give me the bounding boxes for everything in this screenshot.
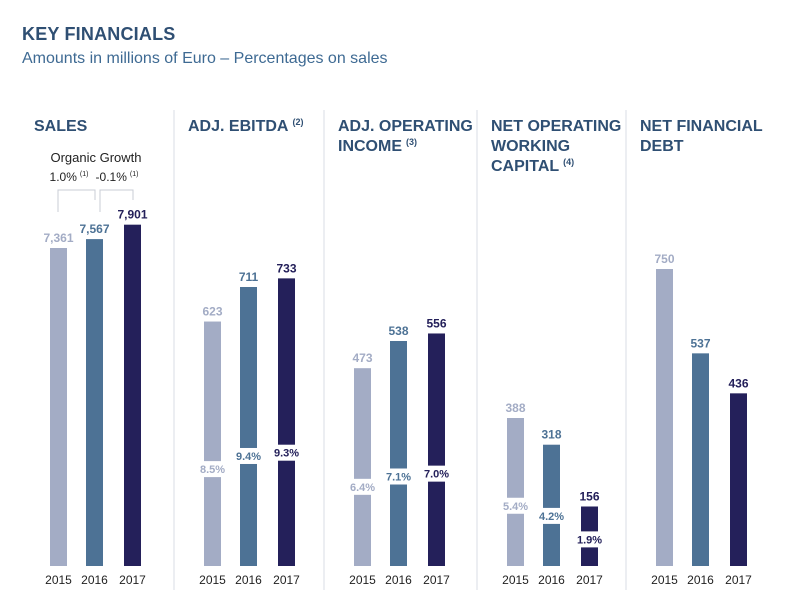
year-label: 2016 xyxy=(235,573,262,587)
value-label: 388 xyxy=(505,401,525,415)
value-label: 537 xyxy=(690,336,710,350)
value-label: 156 xyxy=(579,489,599,503)
title-footnote: (2) xyxy=(292,117,303,127)
chart-title: ADJ. OPERATING xyxy=(338,118,473,135)
bar-2016 xyxy=(240,287,257,566)
chart-title: SALES xyxy=(34,118,88,135)
year-label: 2017 xyxy=(423,573,450,587)
value-label: 7,901 xyxy=(117,208,147,222)
pct-label-gap xyxy=(239,447,258,464)
value-label: 318 xyxy=(541,428,561,442)
year-label: 2015 xyxy=(651,573,678,587)
chart-title: NET OPERATING xyxy=(491,118,621,135)
year-label: 2017 xyxy=(273,573,300,587)
value-label: 623 xyxy=(202,305,222,319)
value-label: 711 xyxy=(239,270,259,284)
bar-2015 xyxy=(507,418,524,566)
page-subtitle: Amounts in millions of Euro – Percentage… xyxy=(22,50,388,67)
chart-title: INCOME (3) xyxy=(338,137,417,155)
year-label: 2015 xyxy=(45,573,72,587)
pct-label: 9.4% xyxy=(236,451,261,463)
organic-growth-label: Organic Growth xyxy=(50,150,141,165)
pct-label-gap xyxy=(389,468,408,485)
bar-2017 xyxy=(428,333,445,566)
year-label: 2016 xyxy=(385,573,412,587)
bar-2017 xyxy=(124,224,141,567)
value-label: 733 xyxy=(276,261,296,275)
pct-label: 4.2% xyxy=(539,511,564,523)
organic-growth-bracket xyxy=(57,189,96,212)
year-label: 2016 xyxy=(687,573,714,587)
year-label: 2017 xyxy=(576,573,603,587)
bar-2015 xyxy=(50,248,67,566)
pct-label: 9.3% xyxy=(274,448,299,460)
pct-label: 8.5% xyxy=(200,464,225,476)
value-label: 556 xyxy=(426,316,446,330)
pct-label-gap xyxy=(506,497,525,514)
year-label: 2016 xyxy=(81,573,108,587)
organic-growth-bracket xyxy=(99,189,134,212)
pct-label: 1.9% xyxy=(577,534,602,546)
year-label: 2017 xyxy=(119,573,146,587)
value-label: 750 xyxy=(654,252,674,266)
chart-title: NET FINANCIAL xyxy=(640,118,763,135)
bar-2016 xyxy=(86,239,103,567)
chart-title: WORKING xyxy=(491,138,570,155)
pct-label: 6.4% xyxy=(350,482,375,494)
page-title: KEY FINANCIALS xyxy=(22,24,176,44)
organic-growth-note: (1) xyxy=(130,171,139,178)
chart-title: DEBT xyxy=(640,138,684,155)
value-label: 538 xyxy=(388,324,408,338)
pct-label-gap xyxy=(277,444,296,461)
title-footnote: (3) xyxy=(406,137,417,147)
year-label: 2015 xyxy=(199,573,226,587)
title-footnote: (4) xyxy=(563,157,574,167)
year-label: 2016 xyxy=(538,573,565,587)
organic-growth-value: -0.1% (1) xyxy=(96,170,139,184)
value-label: 7,361 xyxy=(43,231,73,245)
bar-2015 xyxy=(354,368,371,566)
organic-growth-value: 1.0% (1) xyxy=(50,170,89,184)
pct-label: 7.1% xyxy=(386,472,411,484)
chart-title: ADJ. EBITDA (2) xyxy=(188,117,303,135)
bar-2017 xyxy=(730,393,747,566)
bar-2016 xyxy=(692,353,709,566)
pct-label-gap xyxy=(580,531,599,548)
pct-label: 7.0% xyxy=(424,469,449,481)
pct-label-gap xyxy=(542,507,561,524)
bar-2015 xyxy=(656,269,673,566)
bar-2017 xyxy=(278,278,295,566)
year-label: 2017 xyxy=(725,573,752,587)
pct-label-gap xyxy=(427,465,446,482)
pct-label-gap xyxy=(203,461,222,478)
pct-label-gap xyxy=(353,478,372,495)
chart-title: CAPITAL (4) xyxy=(491,157,574,175)
year-label: 2015 xyxy=(502,573,529,587)
organic-growth-note: (1) xyxy=(80,171,89,178)
pct-label: 5.4% xyxy=(503,501,528,513)
bar-2016 xyxy=(390,341,407,566)
value-label: 473 xyxy=(352,351,372,365)
value-label: 436 xyxy=(728,376,748,390)
value-label: 7,567 xyxy=(79,222,109,236)
year-label: 2015 xyxy=(349,573,376,587)
bar-2016 xyxy=(543,444,560,566)
bar-2015 xyxy=(204,321,221,566)
